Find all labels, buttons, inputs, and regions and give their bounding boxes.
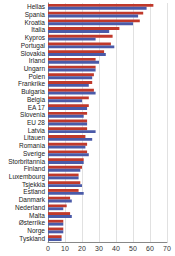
- svg-text:Spania: Spania: [24, 11, 45, 19]
- svg-text:Slovenia: Slovenia: [20, 111, 45, 118]
- svg-text:Latvia: Latvia: [28, 127, 46, 134]
- svg-text:Hellas: Hellas: [27, 3, 46, 10]
- svg-text:EU 28: EU 28: [27, 119, 45, 126]
- svg-text:Nederland: Nederland: [15, 204, 45, 211]
- svg-text:30: 30: [95, 245, 103, 252]
- svg-text:Luxembourg: Luxembourg: [8, 173, 45, 180]
- svg-text:Storbritannia: Storbritannia: [8, 158, 45, 165]
- svg-text:Kroatia: Kroatia: [24, 19, 45, 26]
- svg-text:Malta: Malta: [29, 212, 45, 219]
- svg-text:Tyskland: Tyskland: [19, 235, 45, 243]
- svg-text:10: 10: [61, 245, 69, 252]
- svg-text:Østerrike: Østerrike: [19, 219, 46, 226]
- svg-text:Estland: Estland: [23, 188, 45, 195]
- svg-text:Romania: Romania: [19, 142, 45, 149]
- svg-text:Litauen: Litauen: [24, 134, 46, 141]
- svg-text:Danmark: Danmark: [19, 196, 46, 203]
- svg-text:Slovakia: Slovakia: [20, 50, 45, 57]
- svg-text:EA 17: EA 17: [28, 104, 46, 111]
- svg-text:Polen: Polen: [28, 73, 45, 80]
- svg-text:40: 40: [112, 245, 120, 252]
- svg-text:Ungarn: Ungarn: [23, 65, 45, 72]
- svg-text:Sverige: Sverige: [23, 149, 45, 157]
- svg-text:50: 50: [129, 245, 137, 252]
- svg-text:60: 60: [146, 245, 154, 252]
- svg-text:Italia: Italia: [31, 26, 45, 33]
- svg-text:Irland: Irland: [29, 57, 46, 64]
- svg-text:Belgia: Belgia: [26, 95, 45, 103]
- svg-text:Tsjekkia: Tsjekkia: [21, 180, 45, 188]
- svg-text:Finland: Finland: [24, 165, 46, 172]
- svg-text:0: 0: [46, 245, 50, 252]
- svg-text:Norge: Norge: [27, 226, 45, 234]
- svg-text:Kypros: Kypros: [24, 34, 45, 42]
- svg-text:Bulgaria: Bulgaria: [21, 88, 45, 96]
- svg-text:Portugal: Portugal: [20, 41, 45, 49]
- svg-text:20: 20: [78, 245, 86, 252]
- svg-text:70: 70: [163, 245, 171, 252]
- svg-text:Frankrike: Frankrike: [18, 80, 45, 87]
